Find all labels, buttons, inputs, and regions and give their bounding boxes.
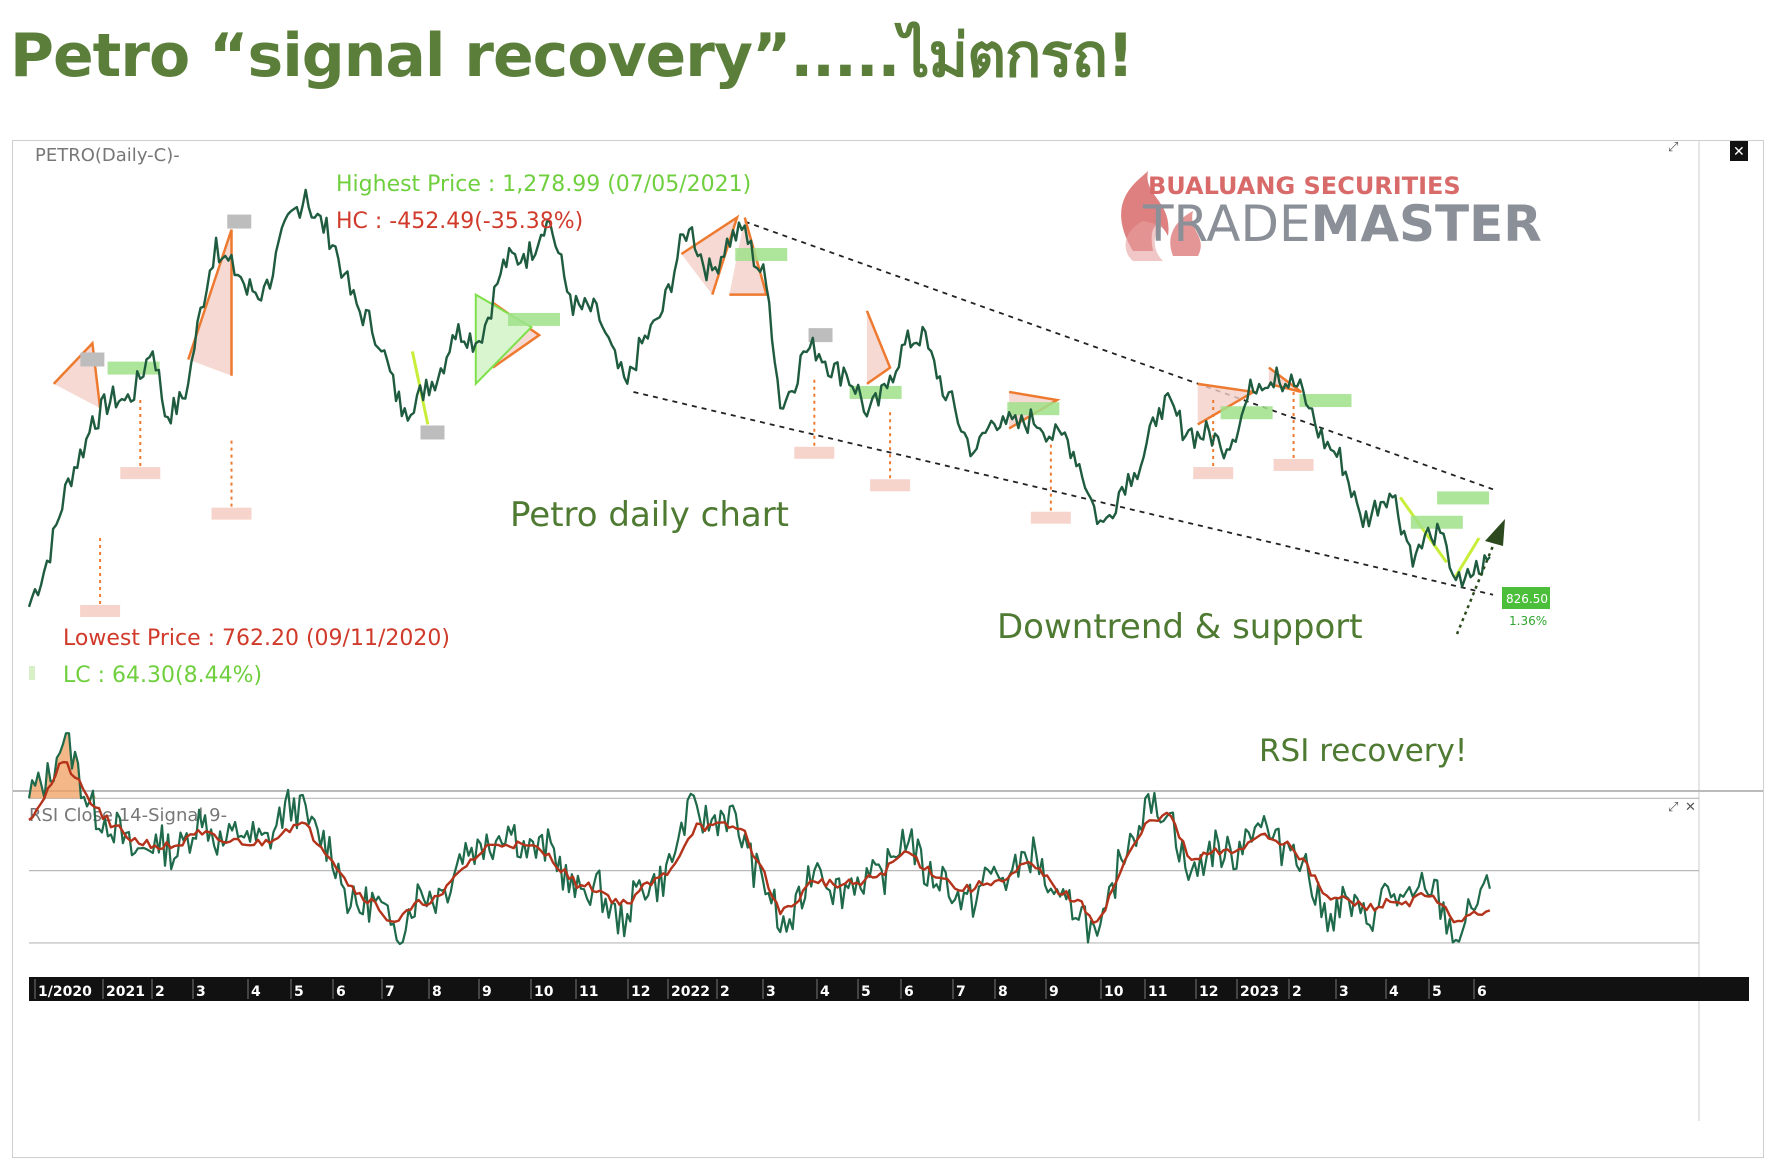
fail-tag-2 (420, 425, 445, 440)
x-tick-label-28: 4 (1389, 984, 1399, 1000)
bull-triangle (474, 292, 534, 387)
x-tick-label-22: 10 (1104, 984, 1124, 1000)
success-box-1 (507, 312, 560, 326)
x-tick-label-19: 7 (956, 984, 966, 1000)
headline: Petro “signal recovery”.....ไม่ตกรถ! (10, 21, 1134, 91)
x-tick-label-27: 3 (1339, 984, 1349, 1000)
close-icon[interactable]: ✕ (1730, 141, 1748, 161)
x-tick-label-21: 9 (1049, 984, 1059, 1000)
pattern-outline-1 (187, 229, 233, 376)
pattern-outline-5 (865, 310, 892, 385)
x-tick-label-0: 1/2020 (38, 984, 92, 1000)
last-price-badge: 826.50 (1502, 587, 1550, 609)
target-box-0 (80, 605, 121, 617)
watermark-brand-2: MASTER (1311, 195, 1542, 253)
x-tick-label-1: 2021 (106, 984, 145, 1000)
rsi-legend: RSI Close 14-Signal 9- (29, 805, 227, 826)
x-tick-label-30: 6 (1477, 984, 1487, 1000)
target-box-7 (1273, 458, 1314, 471)
hc-label: HC : -452.49(-35.38%) (336, 209, 583, 234)
x-tick-label-15: 3 (766, 984, 776, 1000)
target-box-3 (794, 446, 835, 459)
recovery-arrow (1455, 519, 1505, 635)
flame-logo-icon (1121, 171, 1201, 261)
svg-text:TRADEMASTER: TRADEMASTER (1142, 195, 1542, 253)
watermark-top: BUALUANG SECURITIES (1148, 172, 1461, 200)
x-tick-label-17: 5 (861, 984, 871, 1000)
success-box-5 (1220, 406, 1273, 420)
lc-marker (29, 666, 35, 680)
x-tick-label-4: 4 (251, 984, 261, 1000)
x-tick-label-3: 3 (196, 984, 206, 1000)
watermark: BUALUANG SECURITIES TRADEMASTER (1121, 171, 1542, 261)
rsi-level-lines (29, 797, 1699, 944)
success-box-2 (735, 248, 788, 262)
pattern-fill-1 (188, 229, 232, 376)
x-tick-label-11: 11 (579, 984, 598, 1000)
x-tick-label-14: 2 (720, 984, 730, 1000)
x-tick-label-29: 5 (1432, 984, 1442, 1000)
note-downtrend-support: Downtrend & support (997, 607, 1363, 647)
target-box-5 (1030, 511, 1071, 524)
watermark-brand-1: TRADE (1142, 195, 1311, 253)
x-tick-label-24: 12 (1199, 984, 1218, 1000)
target-box-2 (211, 507, 252, 520)
lime-wedge-1 (1399, 496, 1448, 564)
rsi-close-icon[interactable]: ✕ (1685, 800, 1696, 815)
note-rsi-recovery: RSI recovery! (1259, 733, 1467, 769)
x-tick-label-5: 5 (294, 984, 304, 1000)
note-petro-daily: Petro daily chart (510, 495, 789, 535)
success-box-7 (1410, 515, 1463, 529)
fail-tag-1 (227, 214, 252, 229)
x-tick-label-16: 4 (820, 984, 830, 1000)
price-legend: PETRO(Daily-C)- (35, 145, 180, 166)
chart-canvas: PETRO(Daily-C)- RSI Close 14-Signal 9- ⤢… (13, 140, 1763, 1121)
support-line (633, 391, 1494, 596)
time-axis-bar (29, 977, 1749, 1001)
fail-tag-0 (80, 352, 105, 367)
target-box-4 (870, 479, 911, 492)
pattern-outline-0 (52, 340, 102, 409)
pattern-fill-3 (681, 217, 738, 295)
success-box-4 (1007, 402, 1060, 416)
chart-frame: PETRO(Daily-C)- RSI Close 14-Signal 9- ⤢… (12, 140, 1764, 1158)
pattern-fill-7 (1197, 383, 1254, 425)
x-tick-label-26: 2 (1292, 984, 1302, 1000)
x-tick-label-2: 2 (155, 984, 165, 1000)
x-tick-label-25: 2023 (1240, 984, 1279, 1000)
last-change: 1.36% (1509, 614, 1547, 628)
target-box-1 (120, 467, 161, 480)
x-tick-label-18: 6 (904, 984, 914, 1000)
lowest-price-label: Lowest Price : 762.20 (09/11/2020) (63, 626, 450, 651)
pattern-overlays (52, 214, 1490, 617)
price-line (27, 188, 1491, 608)
fail-tag-3 (808, 328, 833, 343)
success-box-0 (107, 361, 160, 375)
downtrend-line (744, 220, 1494, 491)
x-tick-label-6: 6 (336, 984, 346, 1000)
rsi-maximize-icon[interactable]: ⤢ (1668, 800, 1678, 815)
success-box-8 (1437, 491, 1490, 505)
x-tick-label-20: 8 (998, 984, 1008, 1000)
lc-label: LC : 64.30(8.44%) (63, 663, 262, 688)
maximize-icon[interactable]: ⤢ (1668, 140, 1678, 155)
x-tick-label-8: 8 (432, 984, 442, 1000)
success-box-6 (1299, 394, 1352, 408)
x-tick-label-23: 11 (1148, 984, 1167, 1000)
x-axis-ticks: 1/2020 2021 2 3 4 5 6 7 8 9 10 11 12 2022 2 3 4 5 6 7 8 9 10 11… (34, 979, 1487, 1000)
pattern-outline-3 (680, 214, 740, 295)
highest-price-label: Highest Price : 1,278.99 (07/05/2021) (336, 172, 751, 197)
svg-text:826.50: 826.50 (1506, 592, 1548, 606)
signal-line (28, 761, 1491, 925)
svg-text:✕: ✕ (1733, 144, 1745, 160)
x-tick-label-12: 12 (631, 984, 650, 1000)
target-box-6 (1193, 467, 1234, 480)
pattern-outline-6 (1008, 390, 1061, 430)
x-tick-label-7: 7 (385, 984, 395, 1000)
x-tick-label-10: 10 (534, 984, 554, 1000)
pattern-fill-5 (866, 310, 891, 384)
x-tick-label-13: 2022 (671, 984, 710, 1000)
x-tick-label-9: 9 (482, 984, 492, 1000)
